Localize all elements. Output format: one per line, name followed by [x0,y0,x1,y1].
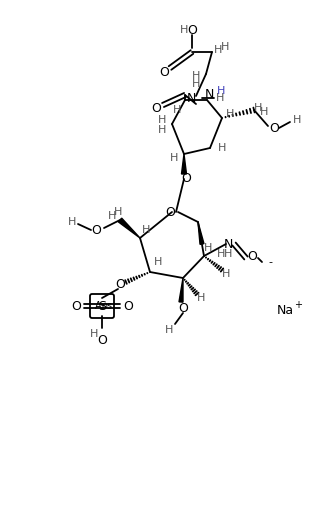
Text: O: O [178,301,188,314]
Text: H: H [114,207,122,217]
Text: H: H [170,153,178,163]
Polygon shape [182,154,186,174]
Text: H: H [90,329,98,339]
Text: O: O [181,172,191,185]
Text: H: H [218,143,226,153]
Polygon shape [198,222,204,245]
Text: O: O [97,334,107,347]
Text: O: O [151,103,161,116]
Text: H: H [173,105,181,115]
Text: S: S [98,299,106,313]
Text: +: + [294,300,302,310]
Text: H: H [260,107,268,117]
Text: H: H [180,25,188,35]
Text: H: H [192,79,200,89]
Text: H: H [217,249,225,259]
Text: o: o [101,301,107,311]
Text: O: O [159,66,169,78]
Text: s: s [107,301,112,311]
Text: O: O [187,24,197,37]
Text: H: H [254,103,262,113]
Text: O: O [269,121,279,135]
Text: O: O [247,250,257,263]
Text: O: O [123,299,133,313]
Text: H: H [204,243,212,253]
Text: N: N [186,91,196,105]
Text: H: H [226,109,234,119]
Text: -: - [268,257,272,267]
Text: N: N [204,89,214,102]
Text: Na: Na [276,303,294,316]
Text: H: H [192,71,200,81]
Text: H: H [158,115,166,125]
Text: H: H [108,211,116,221]
Polygon shape [118,218,140,238]
Text: A: A [95,301,101,311]
Text: H: H [221,42,229,52]
Text: H: H [224,249,232,259]
Text: H: H [222,269,230,279]
Text: O: O [91,223,101,236]
Polygon shape [179,278,183,302]
Text: H: H [216,93,224,103]
Text: H: H [197,293,205,303]
Text: H: H [217,86,225,96]
Text: H: H [158,125,166,135]
Text: H: H [165,325,173,335]
Text: H: H [214,45,222,55]
Text: O: O [165,205,175,218]
FancyBboxPatch shape [90,294,114,318]
Text: H: H [293,115,301,125]
Text: O: O [115,278,125,291]
Text: N: N [223,237,233,250]
Text: H: H [142,225,150,235]
Text: O: O [71,299,81,313]
Text: H: H [68,217,76,227]
Text: H: H [154,257,162,267]
